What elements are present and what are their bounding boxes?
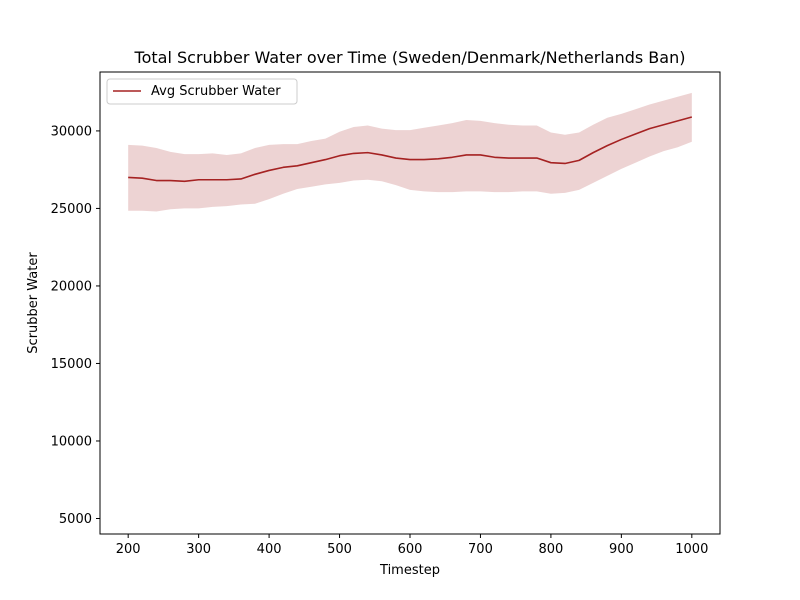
legend: Avg Scrubber Water <box>106 78 298 105</box>
x-tick-label: 500 <box>327 542 352 557</box>
y-tick-label: 30000 <box>51 124 92 139</box>
x-tick-label: 600 <box>398 542 423 557</box>
plot-area <box>128 92 693 212</box>
x-tick-label: 900 <box>609 542 634 557</box>
y-axis-title: Scrubber Water <box>26 252 41 354</box>
x-tick-label: 1000 <box>675 542 708 557</box>
x-axis-title: Timestep <box>379 563 440 578</box>
y-tick-label: 5000 <box>59 512 92 527</box>
x-tick-label: 700 <box>468 542 493 557</box>
confidence-band <box>128 92 692 212</box>
x-tick-label: 800 <box>538 542 563 557</box>
y-tick-label: 25000 <box>51 202 92 217</box>
x-tick-label: 200 <box>116 542 141 557</box>
y-tick-label: 15000 <box>51 357 92 372</box>
legend-label: Avg Scrubber Water <box>151 84 281 99</box>
y-tick-label: 20000 <box>51 279 92 294</box>
y-axis: 5000 10000 15000 20000 25000 30000 <box>51 124 100 527</box>
x-tick-label: 400 <box>257 542 282 557</box>
legend-box <box>106 78 298 105</box>
x-axis: 200 300 400 500 600 700 800 900 1000 <box>116 534 708 557</box>
x-tick-label: 300 <box>186 542 211 557</box>
series-line-avg-scrubber-water <box>128 116 693 183</box>
chart-title: Total Scrubber Water over Time (Sweden/D… <box>134 48 686 67</box>
y-tick-label: 10000 <box>51 434 92 449</box>
